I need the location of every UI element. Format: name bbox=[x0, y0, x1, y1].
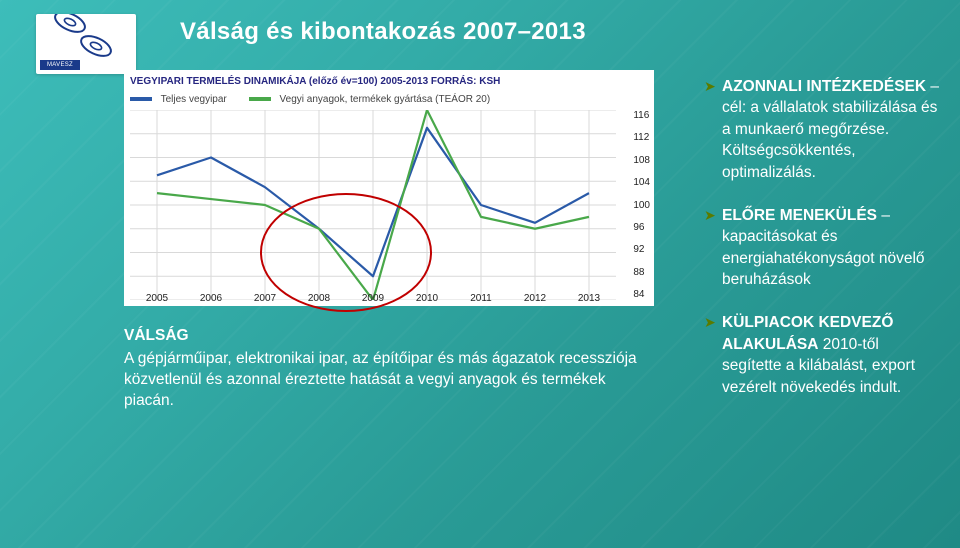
chart-panel: VEGYIPARI TERMELÉS DINAMIKÁJA (előző év=… bbox=[124, 70, 654, 306]
bullet-item: KÜLPIACOK KEDVEZŐ ALAKULÁSA 2010-től seg… bbox=[704, 312, 942, 398]
legend-label-0: Teljes vegyipar bbox=[161, 94, 227, 105]
legend-item-0: Teljes vegyipar bbox=[130, 94, 227, 105]
chart-x-axis-labels: 200520062007200820092010201120122013 bbox=[130, 293, 616, 304]
chart-plot bbox=[130, 110, 616, 300]
chart-title: VEGYIPARI TERMELÉS DINAMIKÁJA (előző év=… bbox=[130, 76, 500, 87]
chart-y-axis-labels: 11611210810410096928884 bbox=[633, 110, 650, 300]
legend-swatch-0 bbox=[130, 97, 152, 101]
bullet-headline: AZONNALI INTÉZKEDÉSEK bbox=[722, 78, 926, 95]
legend-label-1: Vegyi anyagok, termékek gyártása (TEÁOR … bbox=[280, 94, 491, 105]
crisis-header: VÁLSÁG bbox=[124, 326, 654, 347]
bullet-item: ELŐRE MENEKÜLÉS – kapacitásokat és energ… bbox=[704, 205, 942, 291]
legend-item-1: Vegyi anyagok, termékek gyártása (TEÁOR … bbox=[249, 94, 490, 105]
crisis-text-block: VÁLSÁG A gépjárműipar, elektronikai ipar… bbox=[124, 326, 654, 412]
page-title: Válság és kibontakozás 2007–2013 bbox=[180, 18, 586, 46]
crisis-body: A gépjárműipar, elektronikai ipar, az ép… bbox=[124, 349, 654, 412]
chart-legend: Teljes vegyipar Vegyi anyagok, termékek … bbox=[130, 94, 490, 105]
bullet-headline: ELŐRE MENEKÜLÉS bbox=[722, 207, 877, 224]
legend-swatch-1 bbox=[249, 97, 271, 101]
logo-brand-text: MAVESZ bbox=[40, 60, 80, 70]
logo: MAVESZ bbox=[36, 14, 136, 74]
right-bullets: AZONNALI INTÉZKEDÉSEK – cél: a vállalato… bbox=[704, 76, 942, 420]
bullet-item: AZONNALI INTÉZKEDÉSEK – cél: a vállalato… bbox=[704, 76, 942, 183]
